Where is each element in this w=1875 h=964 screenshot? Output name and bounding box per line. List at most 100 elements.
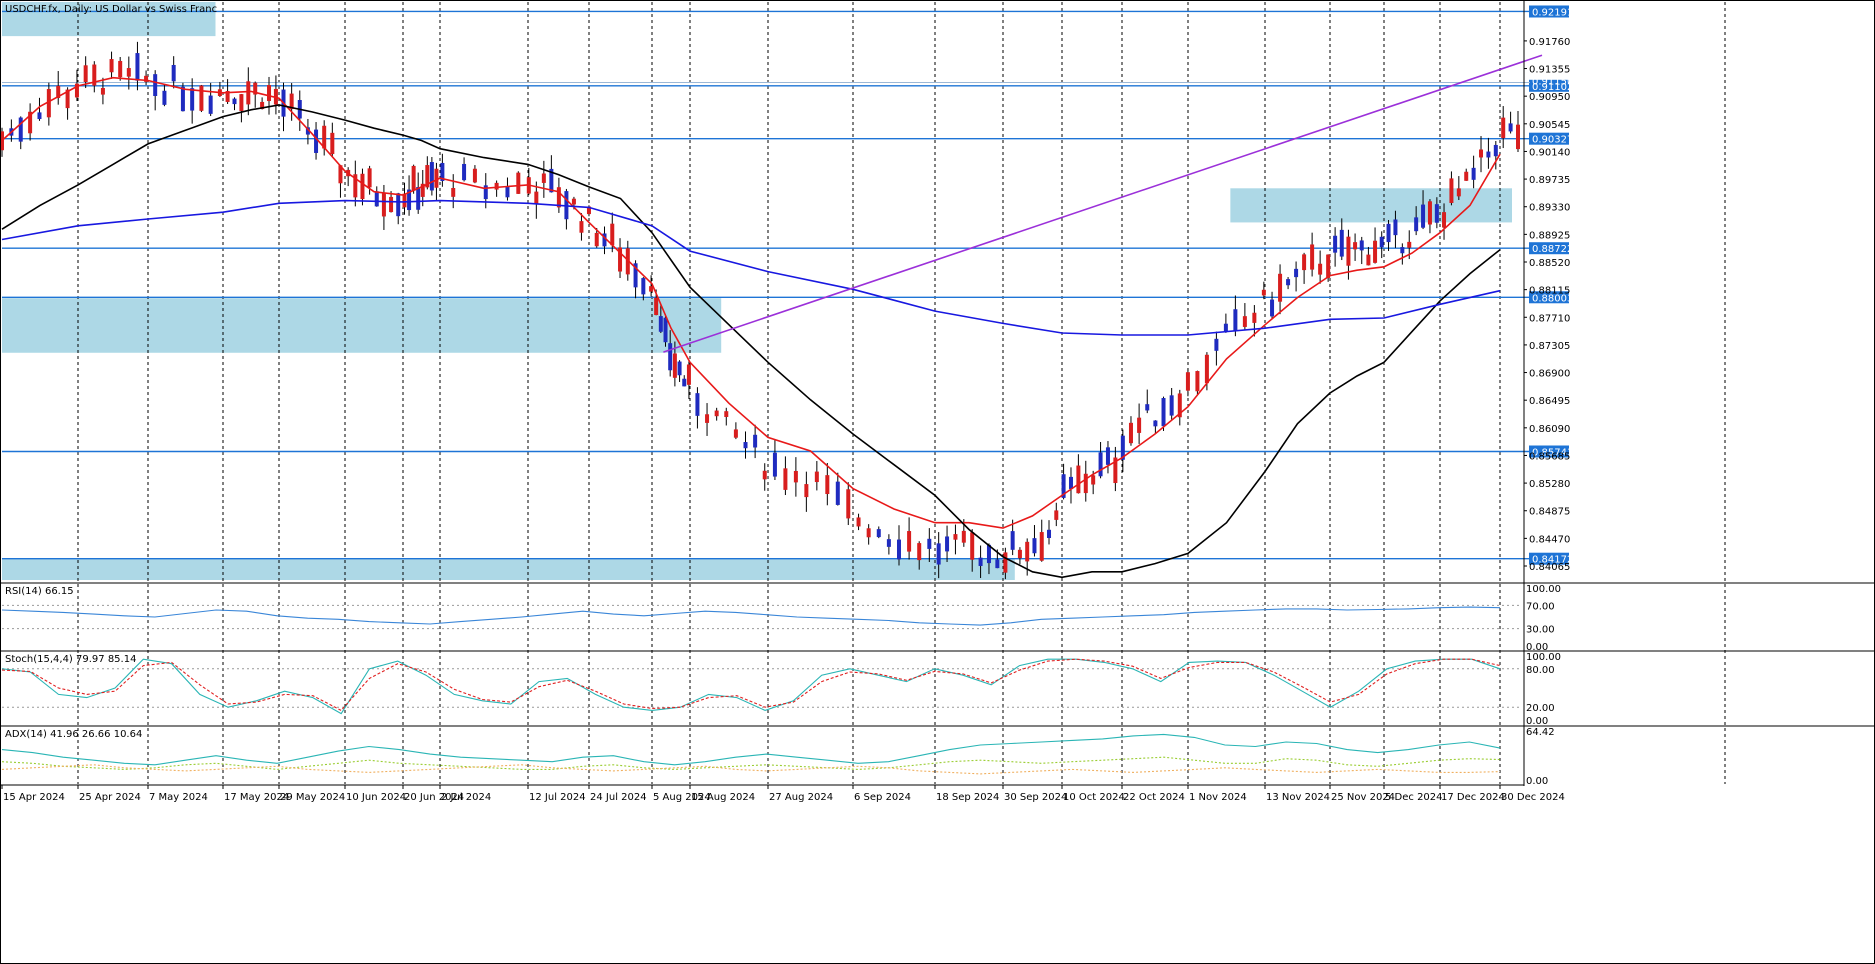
candle-body-179 bbox=[1442, 212, 1447, 228]
price-tick-label-7: 0.88925 bbox=[1529, 230, 1570, 241]
candle-body-168 bbox=[1366, 254, 1371, 266]
candle-body-116 bbox=[953, 534, 958, 540]
price-tick-label-3: 0.90545 bbox=[1529, 120, 1570, 131]
candle-body-140 bbox=[1137, 417, 1142, 433]
candle-body-63 bbox=[505, 186, 510, 198]
candle-body-130 bbox=[1061, 474, 1066, 498]
candle-body-22 bbox=[199, 85, 204, 111]
date-tick-label-7: 2 Jul 2024 bbox=[441, 792, 491, 803]
candle-body-113 bbox=[927, 538, 932, 549]
candle-body-127 bbox=[1039, 532, 1044, 561]
candle-body-30 bbox=[260, 101, 265, 110]
candle-body-29 bbox=[253, 82, 258, 95]
price-tick-label-13: 0.86495 bbox=[1529, 396, 1570, 407]
date-tick-label-3: 17 May 2024 bbox=[224, 792, 289, 803]
candle-body-175 bbox=[1414, 217, 1419, 232]
date-tick-label-2: 7 May 2024 bbox=[149, 792, 208, 803]
date-tick-label-5: 10 Jun 2024 bbox=[346, 792, 406, 803]
candle-body-93 bbox=[724, 411, 729, 417]
level-tag-3 bbox=[1529, 242, 1569, 255]
candle-body-64 bbox=[516, 172, 521, 194]
candle-body-142 bbox=[1153, 420, 1158, 427]
candle-body-166 bbox=[1353, 242, 1358, 250]
candle-body-53 bbox=[420, 183, 425, 197]
candle-body-20 bbox=[180, 86, 185, 112]
candle-body-181 bbox=[1456, 188, 1461, 197]
candle-body-57 bbox=[440, 162, 445, 182]
candle-body-105 bbox=[846, 489, 851, 519]
candle-body-18 bbox=[162, 90, 167, 105]
panel-axis-tick-0-1: 70.00 bbox=[1526, 601, 1555, 612]
candle-body-10 bbox=[92, 64, 97, 86]
price-tick-label-11: 0.87305 bbox=[1529, 341, 1570, 352]
candle-body-15 bbox=[135, 53, 140, 81]
candle-body-141 bbox=[1145, 404, 1150, 411]
panel-series-1-1 bbox=[1, 658, 1501, 712]
candle-body-61 bbox=[483, 185, 488, 200]
level-label-5: 0.85743 bbox=[1532, 448, 1573, 459]
candle-body-21 bbox=[190, 88, 195, 111]
candle-body-167 bbox=[1359, 240, 1364, 251]
candle-body-34 bbox=[289, 93, 294, 109]
panel-axis-tick-0-0: 100.00 bbox=[1526, 584, 1561, 595]
candle-body-104 bbox=[835, 481, 840, 505]
candle-body-107 bbox=[866, 528, 871, 538]
trendline-layer[interactable] bbox=[663, 54, 1543, 353]
candle-body-118 bbox=[970, 532, 975, 560]
price-tick-label-8: 0.88520 bbox=[1529, 258, 1570, 269]
horizontal-levels[interactable]: 0.92191 0.91102 0.90327 0.88722 0.88003 0.857… bbox=[2, 5, 1573, 566]
candle-body-9 bbox=[83, 65, 88, 83]
panel-series-2-2 bbox=[1, 764, 1501, 775]
panel-title-0: RSI(14) 66.15 bbox=[5, 586, 74, 597]
candle-body-101 bbox=[804, 484, 809, 498]
price-tick-label-4: 0.90140 bbox=[1529, 147, 1570, 158]
candle-body-162 bbox=[1326, 254, 1331, 278]
candle-body-189 bbox=[1516, 124, 1520, 150]
candle-body-17 bbox=[153, 74, 158, 97]
candle-body-46 bbox=[381, 193, 386, 217]
price-tick-label-5: 0.89735 bbox=[1529, 175, 1570, 186]
candle-body-188 bbox=[1508, 123, 1513, 132]
candle-body-134 bbox=[1091, 475, 1096, 485]
candle-body-144 bbox=[1169, 395, 1174, 416]
candle-body-126 bbox=[1032, 538, 1037, 554]
candle-body-27 bbox=[239, 94, 244, 111]
candle-body-0 bbox=[0, 131, 4, 151]
candle-body-55 bbox=[429, 162, 434, 191]
date-tick-label-6: 20 Jun 2024 bbox=[404, 792, 464, 803]
candle-body-56 bbox=[434, 168, 439, 188]
price-tick-label-9: 0.88115 bbox=[1529, 286, 1570, 297]
candle-body-77 bbox=[618, 247, 623, 272]
date-tick-label-20: 25 Nov 2024 bbox=[1331, 792, 1395, 803]
candle-body-36 bbox=[305, 127, 310, 135]
candle-body-151 bbox=[1233, 309, 1238, 331]
candle-body-75 bbox=[602, 233, 607, 247]
panel-axis-tick-1-0: 100.00 bbox=[1526, 652, 1561, 663]
date-tick-label-8: 12 Jul 2024 bbox=[529, 792, 586, 803]
level-label-hidden: 0.91150 bbox=[1532, 77, 1573, 88]
candle-body-47 bbox=[389, 196, 394, 213]
candle-body-13 bbox=[118, 60, 123, 78]
candle-body-66 bbox=[534, 191, 539, 205]
candle-body-102 bbox=[814, 471, 819, 483]
candle-body-137 bbox=[1113, 457, 1118, 484]
candle-body-25 bbox=[225, 90, 230, 102]
candle-body-157 bbox=[1286, 279, 1291, 286]
level-label-6: 0.84172 bbox=[1532, 555, 1573, 566]
price-tick-label-1: 0.91355 bbox=[1529, 65, 1570, 76]
trendline[interactable] bbox=[663, 54, 1543, 353]
ma-line-ma50 bbox=[1, 104, 1501, 579]
candle-body-123 bbox=[1010, 531, 1015, 550]
candle-body-14 bbox=[126, 68, 131, 77]
panel-series-2-1 bbox=[1, 756, 1501, 770]
level-tag-5 bbox=[1529, 445, 1569, 458]
candle-body-159 bbox=[1302, 254, 1307, 271]
candle-body-124 bbox=[1017, 549, 1022, 559]
date-tick-label-16: 10 Oct 2024 bbox=[1063, 792, 1125, 803]
candle-body-109 bbox=[886, 539, 891, 547]
candle-body-98 bbox=[772, 452, 777, 477]
candle-body-177 bbox=[1427, 201, 1432, 225]
